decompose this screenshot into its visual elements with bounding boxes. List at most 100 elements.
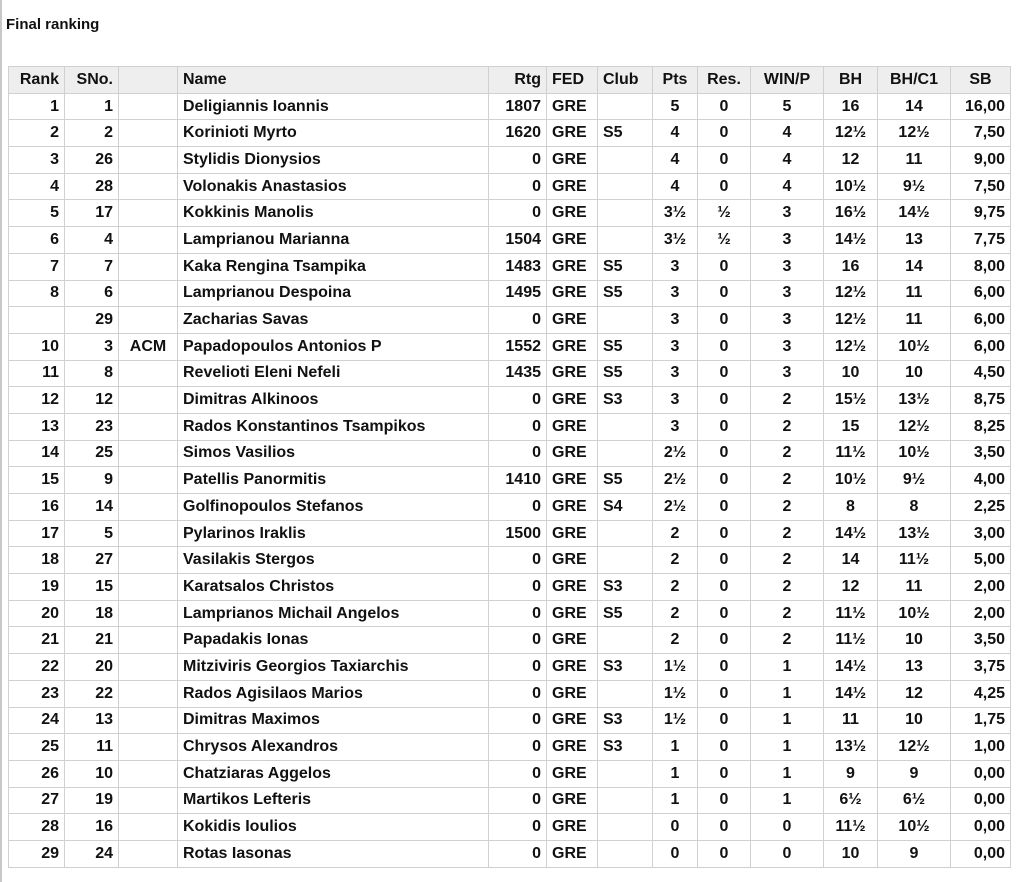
column-header-bh[interactable]: BH — [823, 66, 878, 94]
cell-sno: 2 — [64, 119, 119, 148]
cell-title — [118, 706, 178, 735]
cell-sno: 10 — [64, 759, 119, 788]
column-header-rating[interactable]: Rtg — [488, 66, 547, 94]
cell-bh-c1: 12½ — [877, 119, 951, 148]
table-row: 12 12 Dimitras Alkinoos 0 GRE S3 3 0 2 15½ 13½ 8,75 — [8, 386, 1011, 414]
cell-sno: 14 — [64, 493, 119, 521]
cell-rank — [8, 306, 65, 334]
cell-name: Lamprianos Michail Angelos — [177, 599, 489, 628]
cell-rating: 1495 — [488, 279, 547, 308]
cell-bh-c1: 12½ — [877, 412, 951, 441]
cell-wins: 1 — [750, 759, 824, 788]
cell-federation: GRE — [546, 119, 598, 148]
cell-bh-c1: 9 — [877, 839, 951, 868]
cell-wins: 2 — [750, 386, 824, 414]
cell-name: Golfinopoulos Stefanos — [177, 493, 489, 521]
cell-sb: 9,00 — [950, 146, 1011, 174]
cell-federation: GRE — [546, 92, 598, 121]
cell-federation: GRE — [546, 813, 598, 841]
cell-result: 0 — [697, 359, 751, 388]
table-row: 15 9 Patellis Panormitis 1410 GRE S5 2½ 0 2 10½ 9½… — [8, 466, 1011, 494]
cell-title — [118, 626, 178, 655]
column-header-sno[interactable]: SNo. — [64, 66, 119, 94]
cell-points: 2 — [652, 546, 698, 575]
cell-sno: 8 — [64, 359, 119, 388]
cell-rank: 13 — [8, 412, 65, 441]
cell-sb: 3,50 — [950, 626, 1011, 655]
cell-sno: 15 — [64, 573, 119, 601]
cell-name: Dimitras Alkinoos — [177, 386, 489, 414]
table-row: 27 19 Martikos Lefteris 0 GRE 1 0 1 6½ 6½ 0,00 — [8, 786, 1011, 815]
cell-title — [118, 439, 178, 468]
cell-bh-c1: 9½ — [877, 172, 951, 201]
column-header-wins[interactable]: WIN/P — [750, 66, 824, 94]
cell-club: S3 — [597, 386, 653, 414]
cell-rating: 1620 — [488, 119, 547, 148]
cell-rating: 0 — [488, 839, 547, 868]
cell-bh: 12 — [823, 573, 878, 601]
column-header-bh-c1[interactable]: BH/C1 — [877, 66, 951, 94]
cell-wins: 4 — [750, 146, 824, 174]
cell-points: 3½ — [652, 226, 698, 254]
cell-sb: 8,00 — [950, 252, 1011, 281]
column-header-name[interactable]: Name — [177, 66, 489, 94]
cell-title — [118, 306, 178, 334]
cell-sno: 21 — [64, 626, 119, 655]
cell-bh-c1: 10 — [877, 626, 951, 655]
cell-federation: GRE — [546, 626, 598, 655]
cell-bh: 12 — [823, 146, 878, 174]
cell-name: Karatsalos Christos — [177, 573, 489, 601]
cell-federation: GRE — [546, 599, 598, 628]
table-row: 21 21 Papadakis Ionas 0 GRE 2 0 2 11½ 10 3,50 — [8, 626, 1011, 655]
column-header-federation[interactable]: FED — [546, 66, 598, 94]
cell-bh-c1: 10 — [877, 359, 951, 388]
cell-sb: 16,00 — [950, 92, 1011, 121]
cell-rank: 14 — [8, 439, 65, 468]
cell-federation: GRE — [546, 679, 598, 708]
cell-result: 0 — [697, 786, 751, 815]
cell-bh-c1: 10½ — [877, 332, 951, 361]
cell-result: 0 — [697, 519, 751, 548]
cell-title — [118, 733, 178, 761]
column-header-title[interactable] — [118, 66, 178, 94]
cell-sno: 26 — [64, 146, 119, 174]
cell-points: 4 — [652, 146, 698, 174]
column-header-rank[interactable]: Rank — [8, 66, 65, 94]
cell-federation: GRE — [546, 519, 598, 548]
table-row: 7 7 Kaka Rengina Tsampika 1483 GRE S5 3 0 3 16 14 8… — [8, 252, 1011, 281]
cell-federation: GRE — [546, 573, 598, 601]
cell-sno: 24 — [64, 839, 119, 868]
cell-name: Vasilakis Stergos — [177, 546, 489, 575]
cell-sno: 9 — [64, 466, 119, 494]
cell-rank: 5 — [8, 199, 65, 228]
cell-federation: GRE — [546, 439, 598, 468]
column-header-club[interactable]: Club — [597, 66, 653, 94]
column-header-points[interactable]: Pts — [652, 66, 698, 94]
cell-sb: 3,50 — [950, 439, 1011, 468]
column-header-sb[interactable]: SB — [950, 66, 1011, 94]
cell-result: 0 — [697, 546, 751, 575]
cell-name: Korinioti Myrto — [177, 119, 489, 148]
cell-rank: 11 — [8, 359, 65, 388]
cell-bh-c1: 13½ — [877, 519, 951, 548]
table-row: 10 3 ACM Papadopoulos Antonios P 1552 GRE S5 3 0… — [8, 332, 1011, 361]
cell-result: 0 — [697, 839, 751, 868]
column-header-result[interactable]: Res. — [697, 66, 751, 94]
cell-rating: 0 — [488, 813, 547, 841]
cell-title — [118, 359, 178, 388]
cell-points: 0 — [652, 839, 698, 868]
cell-rating: 1500 — [488, 519, 547, 548]
cell-club: S3 — [597, 573, 653, 601]
cell-name: Rotas Iasonas — [177, 839, 489, 868]
cell-sno: 13 — [64, 706, 119, 735]
cell-rating: 0 — [488, 412, 547, 441]
cell-bh-c1: 14 — [877, 252, 951, 281]
cell-wins: 2 — [750, 466, 824, 494]
cell-sno: 18 — [64, 599, 119, 628]
cell-wins: 1 — [750, 786, 824, 815]
cell-bh-c1: 8 — [877, 493, 951, 521]
cell-sno: 4 — [64, 226, 119, 254]
cell-club: S5 — [597, 332, 653, 361]
cell-wins: 2 — [750, 519, 824, 548]
cell-result: ½ — [697, 226, 751, 254]
